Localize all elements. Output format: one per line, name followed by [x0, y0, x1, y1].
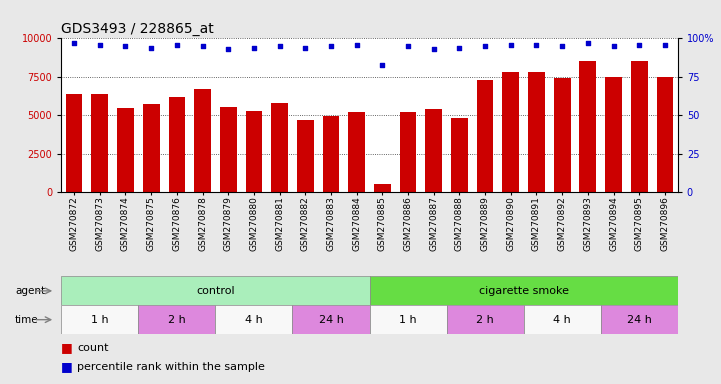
Bar	[216, 305, 293, 334]
Text: 24 h: 24 h	[319, 314, 343, 325]
Text: count: count	[77, 343, 109, 353]
Bar	[194, 89, 211, 192]
Text: control: control	[196, 286, 235, 296]
Bar	[92, 94, 108, 192]
Point	[146, 45, 157, 51]
Point	[68, 40, 80, 46]
Bar	[451, 118, 468, 192]
Bar	[374, 184, 391, 192]
Bar	[61, 276, 370, 305]
Text: 4 h: 4 h	[245, 314, 262, 325]
Point	[171, 41, 182, 48]
Point	[248, 45, 260, 51]
Bar	[143, 104, 159, 192]
Point	[299, 45, 311, 51]
Point	[376, 61, 388, 68]
Text: time: time	[15, 314, 39, 325]
Bar	[348, 112, 365, 192]
Point	[120, 43, 131, 49]
Bar	[293, 305, 370, 334]
Bar	[220, 107, 236, 192]
Point	[325, 43, 337, 49]
Bar	[580, 61, 596, 192]
Bar	[117, 108, 134, 192]
Bar	[66, 94, 82, 192]
Text: 1 h: 1 h	[399, 314, 417, 325]
Point	[197, 43, 208, 49]
Bar	[399, 112, 417, 192]
Text: 24 h: 24 h	[627, 314, 652, 325]
Bar	[477, 80, 493, 192]
Bar	[528, 72, 545, 192]
Point	[351, 41, 363, 48]
Bar	[271, 103, 288, 192]
Bar	[446, 305, 523, 334]
Text: cigarette smoke: cigarette smoke	[479, 286, 569, 296]
Text: percentile rank within the sample: percentile rank within the sample	[77, 362, 265, 372]
Bar	[605, 77, 622, 192]
Text: ■: ■	[61, 360, 73, 373]
Bar	[631, 61, 647, 192]
Point	[428, 46, 440, 52]
Bar	[370, 305, 446, 334]
Point	[505, 41, 516, 48]
Point	[402, 43, 414, 49]
Point	[557, 43, 568, 49]
Text: 2 h: 2 h	[168, 314, 186, 325]
Bar	[523, 305, 601, 334]
Bar	[370, 276, 678, 305]
Point	[659, 41, 671, 48]
Bar	[169, 97, 185, 192]
Text: 2 h: 2 h	[477, 314, 494, 325]
Text: agent: agent	[15, 286, 45, 296]
Bar	[322, 116, 340, 192]
Bar	[138, 305, 216, 334]
Point	[223, 46, 234, 52]
Text: 4 h: 4 h	[553, 314, 571, 325]
Point	[582, 40, 593, 46]
Bar	[554, 78, 570, 192]
Text: 1 h: 1 h	[91, 314, 109, 325]
Point	[479, 43, 491, 49]
Bar	[601, 305, 678, 334]
Bar	[503, 72, 519, 192]
Text: ■: ■	[61, 341, 73, 354]
Point	[94, 41, 105, 48]
Bar	[297, 120, 314, 192]
Point	[608, 43, 619, 49]
Bar	[61, 305, 138, 334]
Point	[274, 43, 286, 49]
Point	[634, 41, 645, 48]
Text: GDS3493 / 228865_at: GDS3493 / 228865_at	[61, 22, 214, 36]
Point	[454, 45, 465, 51]
Point	[531, 41, 542, 48]
Bar	[425, 109, 442, 192]
Bar	[246, 111, 262, 192]
Bar	[657, 77, 673, 192]
